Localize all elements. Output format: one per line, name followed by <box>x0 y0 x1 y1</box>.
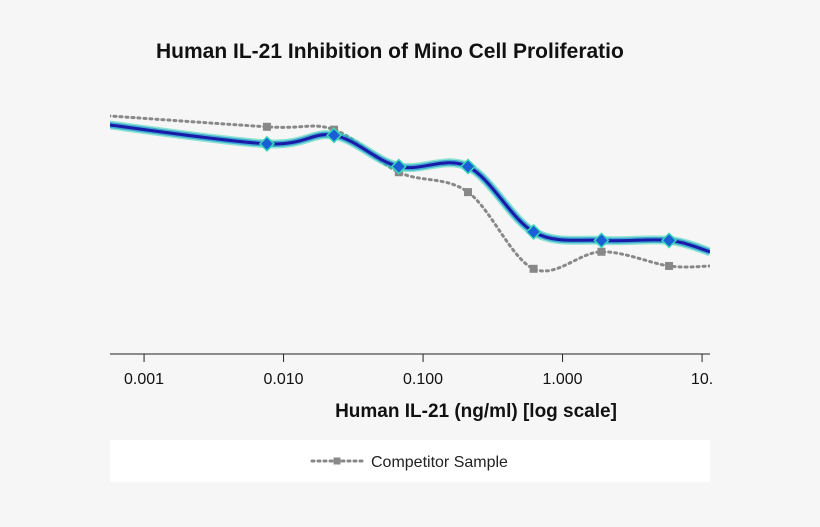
series-1-point-7 <box>665 261 674 270</box>
x-axis-ticks: 0.001 0.010 0.100 1.000 10. <box>124 354 713 388</box>
series-1-point-5 <box>529 264 538 273</box>
series-0-point-2 <box>325 127 343 144</box>
series-0-point-7 <box>660 232 678 249</box>
x-axis-label: Human IL-21 (ng/ml) [log scale] <box>335 401 617 422</box>
series-layer <box>110 114 710 273</box>
series-0-point-3 <box>390 158 407 175</box>
series-0-glow <box>110 120 710 257</box>
series-0-point-5 <box>525 223 542 240</box>
x-tick-label-3: 1.000 <box>543 371 583 388</box>
legend-label: Competitor Sample <box>371 454 508 471</box>
series-1-point-6 <box>597 247 606 256</box>
series-1-point-4 <box>464 188 473 197</box>
x-tick-label-4: 10. <box>691 371 713 388</box>
legend-square-marker-icon <box>333 457 341 465</box>
x-tick-label-1: 0.010 <box>264 371 304 388</box>
chart-title: Human IL-21 Inhibition of Mino Cell Prol… <box>156 40 624 63</box>
legend-box <box>110 440 710 482</box>
x-tick-label-2: 0.100 <box>403 371 443 388</box>
series-0 <box>110 120 710 257</box>
series-1-point-1 <box>262 122 271 131</box>
series-0-point-4 <box>459 158 477 175</box>
series-0-point-1 <box>258 135 275 152</box>
x-tick-label-0: 0.001 <box>124 371 164 388</box>
legend-entry-competitor: Competitor Sample <box>310 454 508 471</box>
series-0-halo <box>110 121 710 255</box>
series-0-point-6 <box>593 232 610 249</box>
series-0-line <box>110 123 710 254</box>
